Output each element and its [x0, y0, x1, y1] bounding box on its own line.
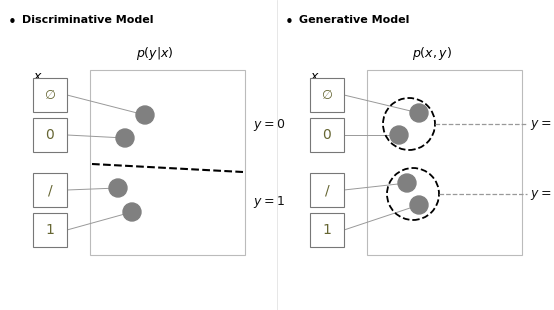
Text: •: • [285, 15, 294, 30]
Text: Discriminative Model: Discriminative Model [22, 15, 153, 25]
Circle shape [410, 104, 428, 122]
Text: •: • [8, 15, 17, 30]
FancyBboxPatch shape [310, 78, 344, 112]
FancyBboxPatch shape [33, 118, 67, 152]
Text: $0$: $0$ [322, 128, 332, 142]
Text: $y=0$: $y=0$ [530, 116, 554, 132]
Circle shape [116, 129, 134, 147]
Circle shape [136, 106, 154, 124]
FancyBboxPatch shape [310, 173, 344, 207]
Circle shape [390, 126, 408, 144]
Text: $/$: $/$ [324, 183, 330, 197]
FancyBboxPatch shape [33, 173, 67, 207]
Text: $x$: $x$ [33, 70, 43, 83]
FancyBboxPatch shape [33, 78, 67, 112]
Circle shape [109, 179, 127, 197]
Circle shape [123, 203, 141, 221]
Text: Generative Model: Generative Model [299, 15, 409, 25]
Text: $1$: $1$ [322, 223, 332, 237]
Circle shape [398, 174, 416, 192]
Text: $p(x, y)$: $p(x, y)$ [412, 45, 452, 62]
FancyBboxPatch shape [310, 118, 344, 152]
Text: $p(y|x)$: $p(y|x)$ [136, 45, 174, 62]
Text: $1$: $1$ [45, 223, 55, 237]
Text: $y=1$: $y=1$ [253, 194, 285, 210]
Text: $\emptyset$: $\emptyset$ [44, 88, 56, 102]
Circle shape [410, 196, 428, 214]
FancyBboxPatch shape [310, 213, 344, 247]
FancyBboxPatch shape [90, 70, 245, 255]
Text: $0$: $0$ [45, 128, 55, 142]
Text: $x$: $x$ [310, 70, 320, 83]
Text: $y=0$: $y=0$ [253, 117, 285, 133]
FancyBboxPatch shape [367, 70, 522, 255]
Text: $\emptyset$: $\emptyset$ [321, 88, 333, 102]
Text: $y=1$: $y=1$ [530, 186, 554, 202]
Text: $/$: $/$ [47, 183, 53, 197]
FancyBboxPatch shape [33, 213, 67, 247]
